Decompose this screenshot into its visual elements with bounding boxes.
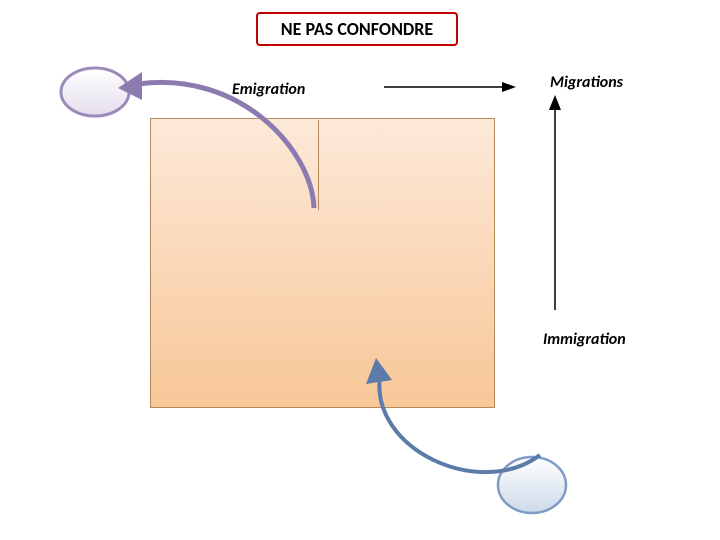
label-immigration: Immigration bbox=[543, 330, 626, 349]
title-box: NE PAS CONFONDRE bbox=[256, 12, 458, 46]
diagram-stage: NE PAS CONFONDRE Emigration Migrations I… bbox=[0, 0, 720, 540]
central-rectangle bbox=[150, 118, 495, 408]
arrow-migrations-head bbox=[549, 95, 561, 110]
arrow-emigration-head bbox=[118, 72, 142, 100]
oval-bottom bbox=[498, 457, 566, 513]
oval-top bbox=[61, 68, 129, 116]
rectangle-divider bbox=[318, 120, 319, 210]
arrow-short-head bbox=[502, 82, 516, 92]
label-migrations: Migrations bbox=[550, 73, 623, 92]
title-text: NE PAS CONFONDRE bbox=[281, 18, 433, 40]
label-emigration: Emigration bbox=[232, 80, 305, 99]
